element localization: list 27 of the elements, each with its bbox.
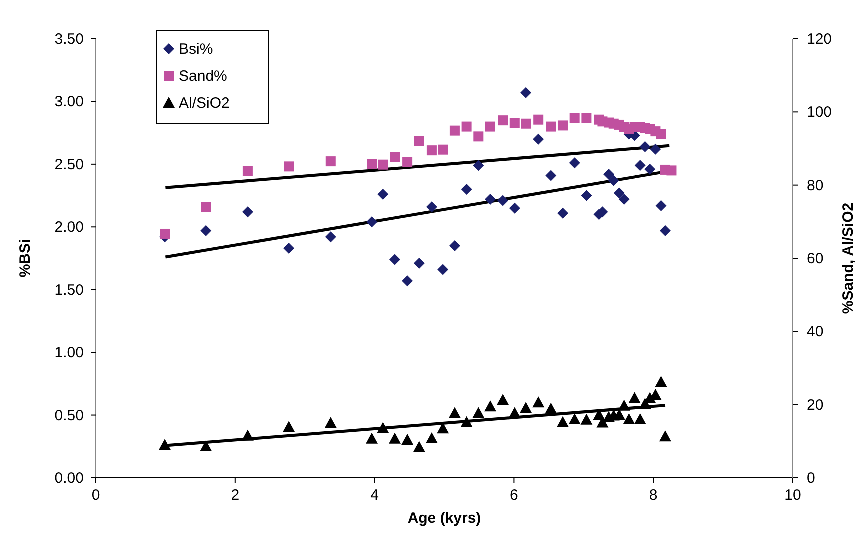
x-tick-label: 10 [784, 487, 802, 504]
legend-label: Sand% [179, 68, 228, 85]
y-tick-label: 1.50 [54, 282, 84, 299]
y-tick-label: 1.00 [54, 344, 84, 362]
x-tick-label: 4 [370, 487, 379, 504]
y-tick-label: 2.50 [54, 156, 84, 174]
x-tick-label: 0 [92, 487, 100, 504]
y2-tick-label: 40 [807, 324, 824, 341]
x-tick-label: 2 [231, 487, 240, 504]
y-tick-label: 3.00 [54, 94, 84, 111]
y2-tick-label: 0 [807, 470, 816, 487]
y-tick-label: 3.50 [54, 31, 84, 48]
y2-tick-label: 100 [807, 104, 832, 122]
y2-tick-label: 20 [807, 396, 824, 414]
y2-axis-title: %Sand, Al/SiO2 [840, 202, 857, 314]
y-tick-label: 0.50 [54, 407, 84, 424]
y2-tick-label: 60 [807, 250, 824, 268]
legend-label: Bsi% [179, 41, 214, 58]
legend-label: Al/SiO2 [179, 95, 230, 112]
y2-tick-label: 120 [807, 31, 832, 48]
x-axis-title: Age (kyrs) [408, 510, 482, 527]
y2-tick-label: 80 [807, 177, 824, 194]
x-tick-label: 8 [649, 487, 658, 504]
y-tick-label: 2.00 [54, 219, 84, 236]
y-tick-label: 0.00 [54, 470, 84, 487]
y-axis-title: %BSi [17, 239, 34, 278]
x-tick-label: 6 [510, 487, 518, 504]
